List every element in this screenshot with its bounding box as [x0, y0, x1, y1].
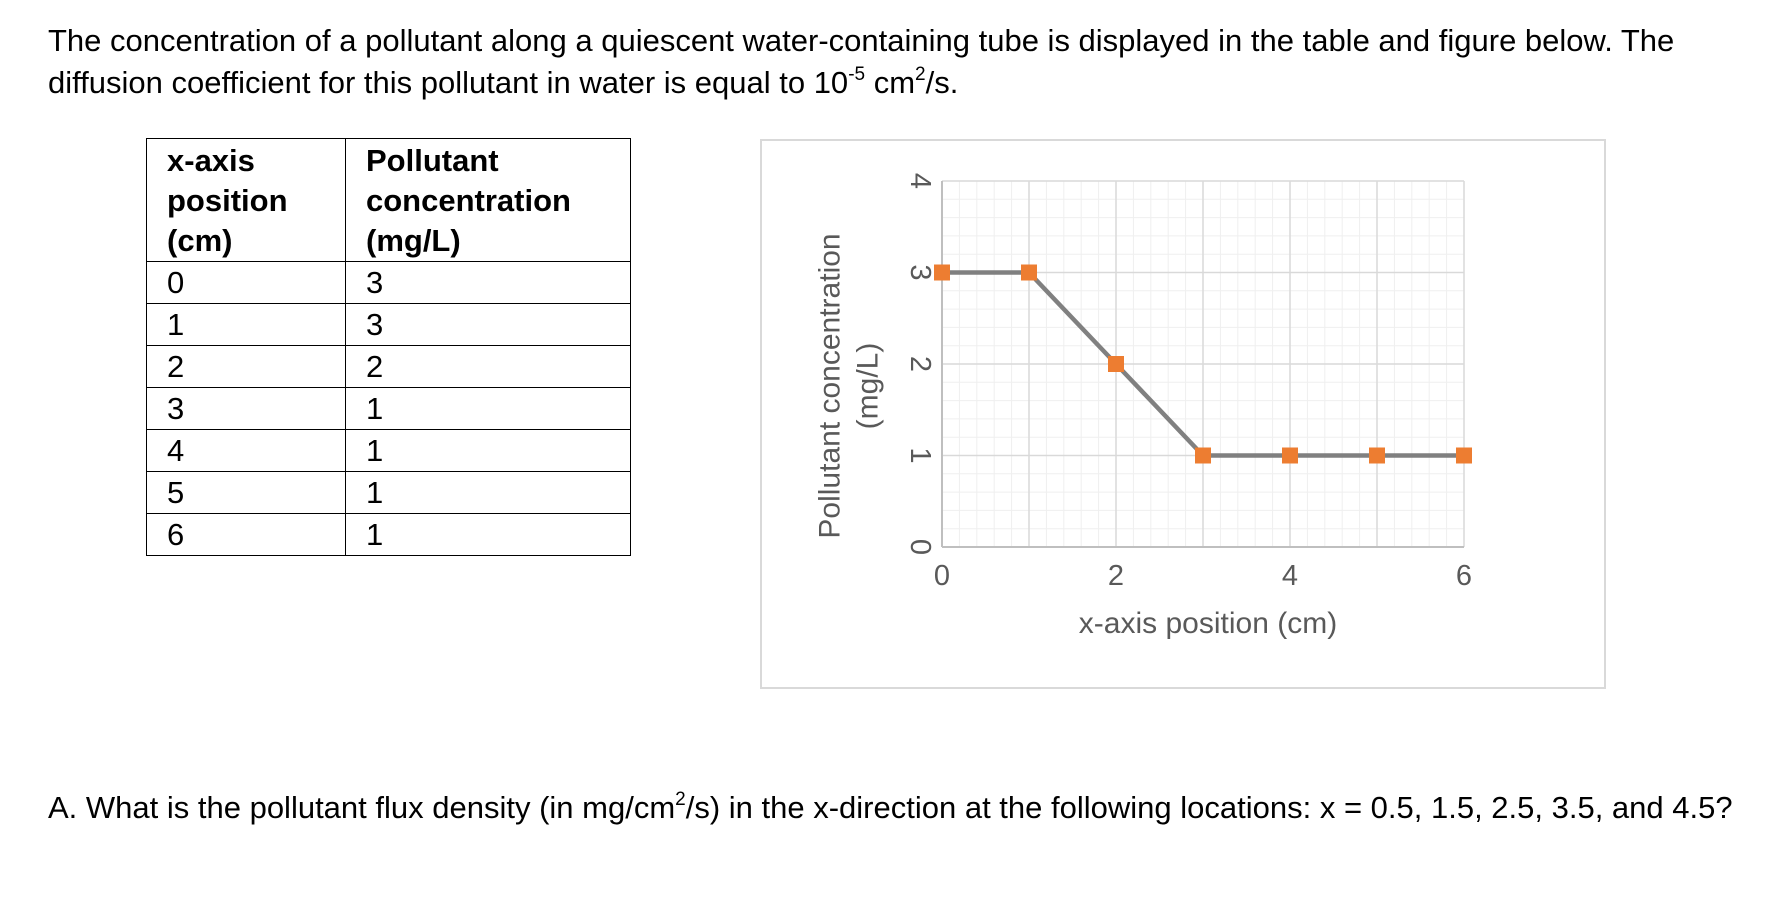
x-tick-label: 4	[1282, 560, 1298, 592]
table-cell-x: 1	[146, 303, 346, 346]
intro-unit-exponent: 2	[915, 64, 926, 85]
table-cell-concentration: 1	[345, 471, 631, 514]
intro-unit-end: /s.	[925, 65, 959, 100]
table-cell-x: 5	[146, 471, 346, 514]
y-tick-label: 3	[904, 264, 936, 280]
data-point-marker	[1195, 447, 1211, 464]
table-cell-concentration: 3	[345, 303, 631, 346]
x-tick-label: 2	[1108, 560, 1124, 592]
question-paragraph: A. What is the pollutant flux density (i…	[48, 787, 1738, 829]
table-cell-concentration: 1	[345, 513, 631, 556]
table-cell-x: 0	[146, 261, 346, 304]
table-header-x: x-axis position (cm)	[146, 138, 346, 262]
table-cell-x: 6	[146, 513, 346, 556]
data-point-marker	[1108, 356, 1124, 372]
y-tick-label: 2	[904, 356, 936, 372]
question-text-end: /s) in the x-direction at the following …	[685, 790, 1733, 825]
y-tick-label: 4	[904, 173, 936, 189]
table-cell-concentration: 2	[345, 345, 631, 388]
chart-frame: 0 1 2 3 4 0 2 4 6 x-axis position (cm) Pollutant c…	[760, 139, 1606, 689]
question-exponent: 2	[675, 789, 686, 810]
data-point-marker	[934, 264, 950, 281]
y-axis-label: Pollutant concentration	[814, 233, 847, 538]
data-point-marker	[1456, 447, 1472, 464]
intro-exponent: -5	[848, 64, 866, 85]
table-header-concentration: Pollutant concentration (mg/L)	[345, 138, 631, 262]
table-header-row: x-axis position (cm) Pollutant concentra…	[146, 138, 631, 262]
question-text: A. What is the pollutant flux density (i…	[48, 790, 676, 825]
table-cell-concentration: 1	[345, 387, 631, 430]
y-axis-label: (mg/L)	[852, 343, 885, 430]
intro-unit: cm	[865, 65, 916, 100]
data-point-marker	[1282, 447, 1298, 464]
y-tick-label: 0	[904, 539, 936, 555]
table-cell-x: 4	[146, 429, 346, 472]
y-tick-label: 1	[904, 447, 936, 463]
table-cell-concentration: 1	[345, 429, 631, 472]
x-tick-label: 6	[1456, 560, 1472, 592]
table-cell-x: 2	[146, 345, 346, 388]
table-cell-concentration: 3	[345, 261, 631, 304]
table-cell-x: 3	[146, 387, 346, 430]
x-tick-label: 0	[934, 560, 950, 592]
data-point-marker	[1021, 264, 1037, 281]
data-point-marker	[1369, 447, 1385, 464]
x-axis-label: x-axis position (cm)	[1079, 607, 1337, 640]
intro-paragraph: The concentration of a pollutant along a…	[48, 20, 1728, 104]
data-table: x-axis position (cm) Pollutant concentra…	[146, 138, 631, 556]
line-chart: 0 1 2 3 4 0 2 4 6 x-axis position (cm) Pollutant c…	[814, 173, 1473, 640]
intro-text: The concentration of a pollutant along a…	[48, 23, 1675, 100]
